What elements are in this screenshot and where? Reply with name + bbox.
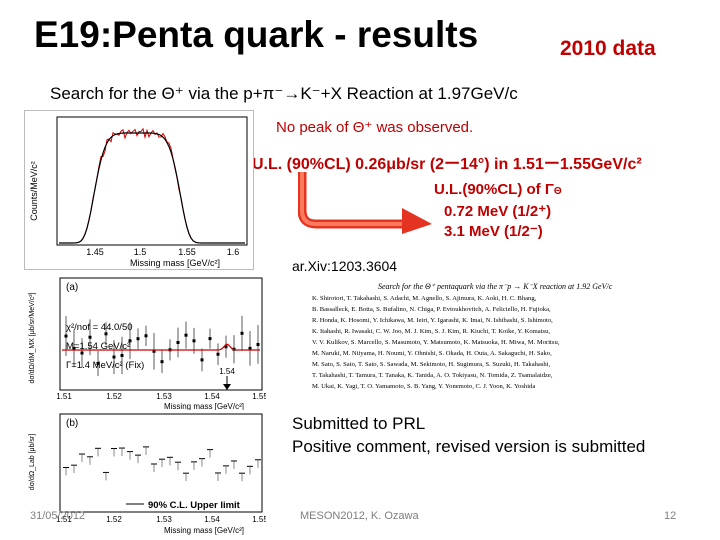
- no-peak-text: No peak of Θ⁺ was observed.: [276, 119, 474, 136]
- panel-a-data-point: [72, 347, 76, 351]
- panel-a-data-point: [184, 333, 188, 337]
- panel-a-data-point: [152, 349, 156, 353]
- panel-a-data-point: [80, 351, 84, 355]
- panel-b-legend: 90% C.L. Upper limit: [148, 500, 241, 511]
- paper-author-line: K. Itahashi, R. Iwasaki, C. W. Joo, M. J…: [312, 328, 551, 335]
- bent-arrow-icon: [298, 172, 432, 234]
- paper-title: Search for the Θ⁺ pentaquark via the π⁻p…: [378, 282, 613, 291]
- submitted-line-2: Positive comment, revised version is sub…: [292, 437, 646, 456]
- panel-a-tick-1-52: 1.52: [106, 392, 122, 401]
- panel-a-fit-line: [62, 343, 260, 351]
- panel-a-data-point: [144, 334, 148, 338]
- panel-a-ylabel: dσ/dΩ/dM_MX [μb/sr/MeV/c²]: [29, 292, 36, 383]
- panel-a-data-point: [120, 353, 124, 357]
- panel-a-data-point: [160, 360, 164, 364]
- panel-a-width: Γ=1.4 MeV/c² (Fix): [66, 360, 144, 371]
- panel-a-tick-1-53: 1.53: [156, 392, 172, 401]
- slide-title: E19:Penta quark - results: [34, 14, 479, 55]
- top-tick-1-6: 1.6: [227, 247, 240, 257]
- panel-a-data-point: [208, 337, 212, 341]
- panel-a-xlabel: Missing mass [GeV/c²]: [164, 402, 244, 410]
- paper-author-line: V. V. Kulikov, S. Marcello, S. Masumoto,…: [312, 339, 560, 346]
- width-value-positive: 0.72 MeV (1/2⁺): [444, 203, 552, 220]
- panel-a-tick-1-55: 1.55: [252, 392, 266, 401]
- panel-a-data-point: [224, 345, 228, 349]
- panel-a-data-point: [248, 346, 252, 350]
- panel-b-figure: dσ/dΩ_Lab [μb/sr] (b) 90% C.L. Upper lim…: [29, 413, 266, 535]
- panel-a-data-point: [128, 339, 132, 343]
- panel-a-chi2: χ²/nof = 44.0/50: [66, 322, 133, 333]
- panel-a-tick-1-51: 1.51: [56, 392, 72, 401]
- panel-a-data-point: [216, 352, 220, 356]
- upper-limit-width-title: U.L.(90%CL) of Γ: [434, 181, 554, 198]
- paper-abstract: Search for the Θ⁺ pentaquark via the π⁻p…: [294, 282, 694, 400]
- panel-a-data-point: [64, 334, 68, 338]
- panel-a-data-point: [176, 341, 180, 345]
- paper-author-line: T. Takahashi, T. Tamura, T. Tanaka, K. T…: [312, 372, 553, 379]
- panel-a-data-point: [112, 355, 116, 359]
- panel-a-label: (a): [66, 282, 78, 293]
- search-mid: via the p+π⁻→K⁻+X: [188, 84, 342, 103]
- paper-author-line: M. Ukai, K. Yagi, T. O. Yamamoto, S. B. …: [312, 383, 536, 390]
- panel-a-data-point: [104, 332, 108, 336]
- year-label: 2010 data: [560, 37, 656, 60]
- panel-a-data-point: [240, 331, 244, 335]
- top-plot-histogram: [59, 127, 245, 244]
- panel-a-data-point: [96, 361, 100, 365]
- paper-author-line: M. Sato, S. Sato, T. Sato, S. Sawada, M.…: [312, 361, 551, 368]
- top-plot-fit-line: [59, 132, 245, 244]
- paper-author-line: R. Honda, K. Hosomi, Y. Ichikawa, M. Iei…: [312, 317, 553, 324]
- search-theta: Θ⁺: [161, 84, 184, 103]
- panel-b-label: (b): [66, 418, 78, 429]
- top-tick-1-55: 1.55: [178, 247, 196, 257]
- search-pre: Search for the: [50, 84, 157, 103]
- missing-mass-spectrum: Counts/MeV/c² 1.45 1.5 1.55 1.6 Missing …: [24, 110, 254, 270]
- panel-b-tick-1-55: 1.55: [252, 515, 266, 524]
- paper-author-line: K. Shirotori, T. Takahashi, S. Adachi, M…: [312, 295, 537, 302]
- paper-author-line: B. Bassalleck, E. Botta, S. Bufalino, N.…: [312, 306, 551, 313]
- panel-b-tick-1-51: 1.51: [56, 515, 72, 524]
- panel-a-data-point: [192, 339, 196, 343]
- panel-a-tick-1-54: 1.54: [204, 392, 220, 401]
- panel-a-data-point: [136, 337, 140, 341]
- panel-b-tick-1-52: 1.52: [106, 515, 122, 524]
- arxiv-reference: ar.Xiv:1203.3604: [292, 258, 398, 274]
- panel-a-figure: dσ/dΩ/dM_MX [μb/sr/MeV/c²] (a) χ²/nof = …: [29, 277, 266, 410]
- width-value-negative: 3.1 MeV (1/2⁻): [444, 223, 543, 240]
- upper-limit-cross-section: U.L. (90%CL) 0.26μb/sr (2ー14°) in 1.51ー1…: [252, 156, 642, 173]
- paper-authors: K. Shirotori, T. Takahashi, S. Adachi, M…: [294, 291, 694, 392]
- top-plot-xlabel: Missing mass [GeV/c²]: [130, 258, 220, 268]
- panel-a-data-point: [256, 342, 260, 346]
- submitted-line-1: Submitted to PRL: [292, 414, 426, 433]
- panel-b-tick-1-53: 1.53: [156, 515, 172, 524]
- top-tick-1-45: 1.45: [86, 247, 104, 257]
- top-tick-1-5: 1.5: [134, 247, 147, 257]
- paper-author-line: M. Naruki, M. Niiyama, H. Noumi, Y. Ohni…: [312, 350, 552, 357]
- panel-a-mass: M=1.54 GeV/c²: [66, 341, 130, 352]
- panel-a-marker: 1.54: [219, 367, 235, 376]
- submission-status: Submitted to PRL Positive comment, revis…: [292, 412, 645, 458]
- top-plot-ylabel: Counts/MeV/c²: [29, 161, 39, 221]
- footer-conference: MESON2012, K. Ozawa: [300, 510, 419, 522]
- footer-date: 31/05/2012: [30, 510, 86, 522]
- search-description: Search for the Θ⁺ via the p+π⁻→K⁻+X Reac…: [50, 84, 518, 104]
- panel-b-xlabel: Missing mass [GeV/c²]: [164, 526, 244, 535]
- panel-b-tick-1-54: 1.54: [204, 515, 220, 524]
- upper-limit-width-block: U.L.(90%CL) of ΓΘ 0.72 MeV (1/2⁺) 3.1 Me…: [434, 181, 562, 240]
- panel-b-ylabel: dσ/dΩ_Lab [μb/sr]: [29, 434, 36, 490]
- search-post: Reaction at 1.97GeV/c: [346, 84, 518, 103]
- panel-a-data-point: [88, 335, 92, 339]
- panel-a-data-point: [200, 358, 204, 362]
- footer-page-number: 12: [664, 510, 677, 522]
